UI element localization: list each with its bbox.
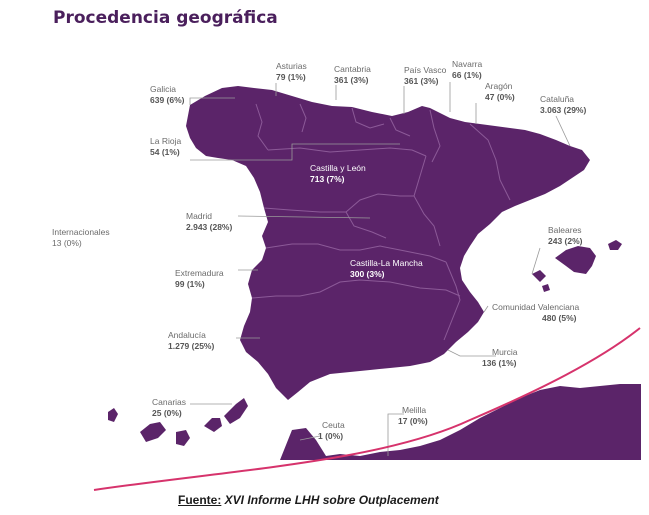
label-name: La Rioja [150, 136, 182, 146]
label-pais-vasco: País Vasco 361 (3%) [404, 65, 446, 87]
label-castilla-leon: Castilla y León 713 (7%) [310, 163, 366, 185]
label-comunidad-valenciana: Comunidad Valenciana 480 (5%) [492, 302, 579, 324]
label-value: 300 (3%) [350, 269, 385, 279]
canarias-5 [224, 398, 248, 424]
label-value: 480 (5%) [542, 313, 577, 323]
label-value: 1.279 (25%) [168, 341, 215, 351]
label-value: 3.063 (29%) [540, 105, 587, 115]
label-name: Cantabria [334, 64, 371, 74]
source-caption: Fuente: XVI Informe LHH sobre Outplaceme… [178, 493, 439, 507]
label-name: Aragón [485, 81, 513, 91]
label-asturias: Asturias 79 (1%) [276, 61, 307, 83]
source-text: XVI Informe LHH sobre Outplacement [221, 493, 439, 507]
label-name: Internacionales [52, 227, 110, 237]
label-name: Cataluña [540, 94, 575, 104]
label-name: Comunidad Valenciana [492, 302, 580, 312]
label-canarias: Canarias 25 (0%) [152, 397, 186, 419]
label-baleares: Baleares 243 (2%) [548, 225, 583, 247]
label-value: 17 (0%) [398, 416, 428, 426]
label-galicia: Galicia 639 (6%) [150, 84, 185, 106]
label-cantabria: Cantabria 361 (3%) [334, 64, 371, 86]
label-ceuta: Ceuta 1 (0%) [318, 420, 345, 442]
label-value: 1 (0%) [318, 431, 344, 441]
label-name: Extremadura [175, 268, 224, 278]
baleares-small-1 [608, 240, 622, 250]
label-la-rioja: La Rioja 54 (1%) [150, 136, 181, 158]
label-value: 99 (1%) [175, 279, 205, 289]
label-value: 361 (3%) [404, 76, 439, 86]
label-value: 136 (1%) [482, 358, 517, 368]
baleares-shape [555, 246, 596, 274]
label-name: Murcia [492, 347, 518, 357]
baleares-small-3 [542, 284, 550, 292]
label-andalucia: Andalucía 1.279 (25%) [168, 330, 214, 352]
label-value: 47 (0%) [485, 92, 515, 102]
map-title: Procedencia geográfica [53, 8, 278, 28]
canarias-2 [140, 422, 166, 442]
label-value: 13 (0%) [52, 238, 82, 248]
label-madrid: Madrid 2.943 (28%) [186, 211, 232, 233]
label-value: 2.943 (28%) [186, 222, 233, 232]
label-value: 639 (6%) [150, 95, 185, 105]
label-name: Asturias [276, 61, 307, 71]
label-name: Andalucía [168, 330, 206, 340]
label-name: Ceuta [322, 420, 345, 430]
label-value: 54 (1%) [150, 147, 180, 157]
source-prefix: Fuente: [178, 493, 222, 507]
label-value: 713 (7%) [310, 174, 345, 184]
label-name: Canarias [152, 397, 187, 407]
label-name: Navarra [452, 59, 483, 69]
baleares-small-2 [532, 270, 546, 282]
label-name: País Vasco [404, 65, 447, 75]
label-value: 66 (1%) [452, 70, 482, 80]
label-name: Melilla [402, 405, 427, 415]
label-value: 25 (0%) [152, 408, 182, 418]
label-aragon: Aragón 47 (0%) [485, 81, 515, 103]
africa-coast [280, 384, 641, 460]
canarias-4 [204, 418, 222, 432]
label-value: 79 (1%) [276, 72, 306, 82]
label-navarra: Navarra 66 (1%) [452, 59, 482, 81]
label-name: Galicia [150, 84, 176, 94]
label-name: Madrid [186, 211, 212, 221]
label-murcia: Murcia 136 (1%) [482, 347, 518, 369]
mainland-shape [186, 86, 590, 400]
label-melilla: Melilla 17 (0%) [398, 405, 428, 427]
label-extremadura: Extremadura 99 (1%) [175, 268, 224, 290]
label-name: Castilla-La Mancha [350, 258, 423, 268]
label-internacionales: Internacionales 13 (0%) [52, 227, 110, 249]
canarias-1 [108, 408, 118, 422]
label-name: Baleares [548, 225, 582, 235]
leader-lines [189, 82, 571, 456]
label-value: 243 (2%) [548, 236, 583, 246]
canarias-3 [176, 430, 190, 446]
label-name: Castilla y León [310, 163, 366, 173]
region-borders [251, 103, 511, 341]
label-value: 361 (3%) [334, 75, 369, 85]
label-castilla-mancha: Castilla-La Mancha 300 (3%) [350, 258, 423, 280]
label-cataluna: Cataluña 3.063 (29%) [540, 94, 586, 116]
accent-curve [93, 327, 641, 491]
